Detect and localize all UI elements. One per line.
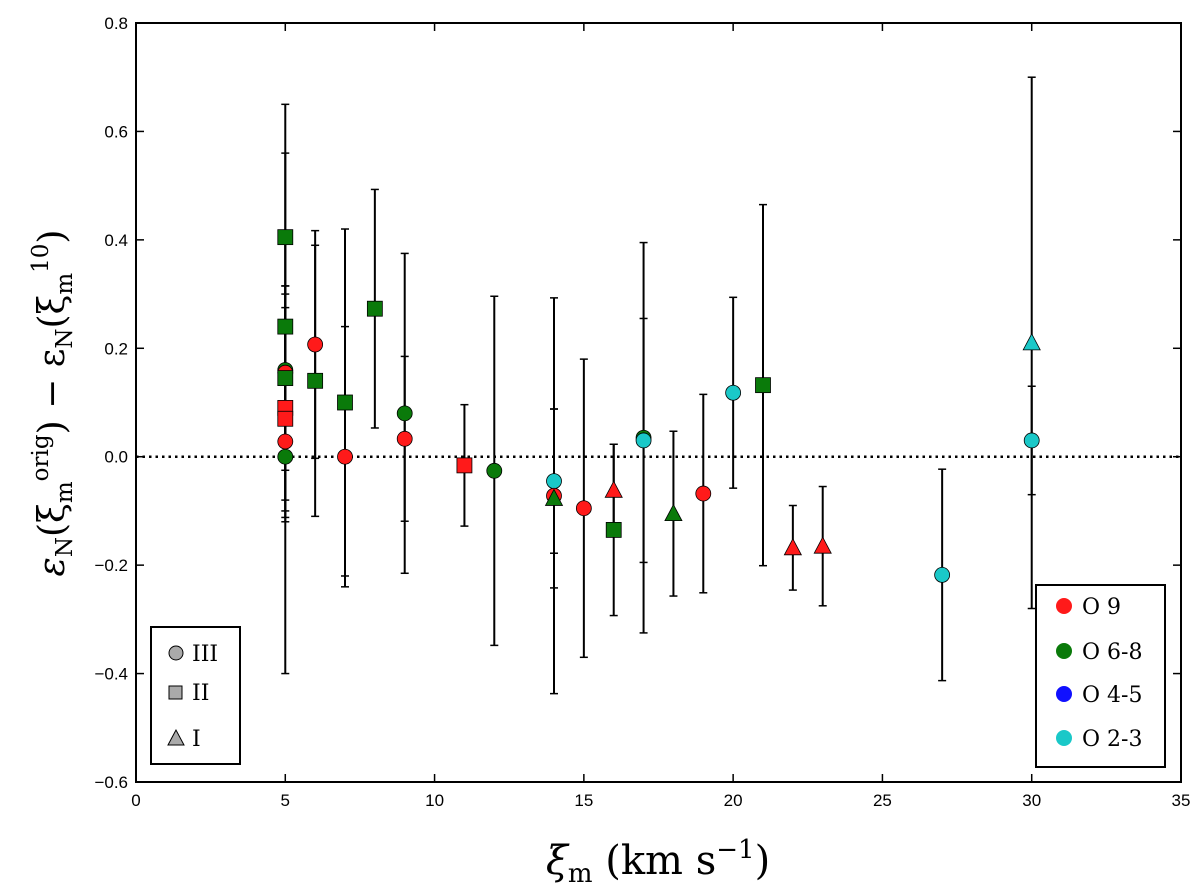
data-point-square <box>277 410 294 427</box>
legend-spectral-label: O 6-8 <box>1082 640 1142 665</box>
y-title-b: (ξ <box>32 503 73 537</box>
data-point-circle <box>396 405 413 422</box>
data-point-circle <box>725 384 742 401</box>
x-axis-title-sup: −1 <box>716 835 754 865</box>
x-tick-label: 25 <box>873 791 892 810</box>
x-axis-title-sub: m <box>568 859 593 889</box>
x-axis-title-rest: (km s <box>593 838 717 884</box>
legend-luminosity-label: II <box>192 681 209 706</box>
axis-ticks: 0 5 10 15 20 25 30 35 −0.6 −0.4 −0.2 0.0 0.2 0.4 0.6 0.… <box>94 14 1190 810</box>
y-tick-label: 0.4 <box>104 231 128 250</box>
data-point-circle <box>486 462 503 479</box>
y-title-b-sup: orig <box>28 434 54 481</box>
data-point-square <box>307 372 324 389</box>
y-tick-label: 0.2 <box>104 339 128 358</box>
plot-frame <box>135 22 1182 783</box>
data-point-circle <box>307 336 324 353</box>
x-tick-label: 20 <box>724 791 743 810</box>
error-bars <box>281 76 1036 695</box>
x-tick-label: 5 <box>281 791 290 810</box>
legend-luminosity-label: I <box>192 727 201 752</box>
x-axis-title-base: ξ <box>546 838 570 884</box>
legend-o45-marker <box>1056 686 1072 702</box>
data-point-square <box>337 394 353 411</box>
legend-o23-marker <box>1056 730 1072 746</box>
data-point-triangle <box>664 503 683 522</box>
data-point-triangle <box>1022 333 1041 351</box>
data-point-square <box>277 370 294 387</box>
data-point-circle <box>277 433 294 450</box>
data-point-circle <box>546 473 562 490</box>
legend-spectral: O 9 O 6-8 O 4-5 O 2-3 <box>1035 584 1166 768</box>
data-point-square <box>277 318 294 335</box>
x-tick-label: 15 <box>574 791 593 810</box>
legend-spectral-label: O 4-5 <box>1082 683 1142 708</box>
legend-spectral-label: O 2-3 <box>1082 727 1142 752</box>
data-point-square <box>277 229 294 246</box>
y-title-b-sub: m <box>52 481 78 503</box>
y-tick-label: −0.2 <box>94 556 128 575</box>
data-point-square <box>605 522 622 538</box>
y-tick-label: 0.8 <box>104 14 128 33</box>
y-title-c: ) − ε <box>32 349 73 435</box>
y-tick-label: −0.4 <box>94 665 128 684</box>
data-point-square <box>366 300 383 317</box>
data-point-triangle <box>813 536 832 554</box>
data-point-circle <box>396 430 413 447</box>
data-point-circle <box>934 567 951 583</box>
data-point-circle <box>277 448 294 465</box>
x-tick-label: 0 <box>131 791 140 810</box>
y-title-d: (ξ <box>32 295 73 329</box>
y-title-a-sub: N <box>52 537 78 557</box>
data-point-circle <box>1023 432 1040 449</box>
x-axis-title-close: ) <box>755 838 771 884</box>
data-markers <box>277 229 1041 583</box>
legend-luminosity-label: III <box>192 642 218 667</box>
legend-triangle-marker <box>167 728 185 746</box>
x-axis-title: ξm (km s−1) <box>546 835 770 889</box>
y-axis-title: εN(ξmorig) − εN(ξm10) <box>28 230 78 577</box>
legend-spectral-label: O 9 <box>1082 595 1121 620</box>
x-tick-label: 35 <box>1172 791 1191 810</box>
legend-square-marker <box>168 685 183 700</box>
x-tick-label: 30 <box>1022 791 1041 810</box>
legend-luminosity-box <box>150 626 241 765</box>
y-tick-label: 0.0 <box>104 448 128 467</box>
data-point-circle <box>575 500 592 517</box>
legend-o68-marker <box>1056 643 1072 659</box>
y-title-a: ε <box>32 557 73 576</box>
data-point-triangle <box>544 488 564 506</box>
data-point-triangle <box>604 480 623 498</box>
y-tick-label: 0.6 <box>104 122 128 141</box>
y-tick-label: −0.6 <box>94 773 128 792</box>
legend-circle-marker <box>168 645 184 661</box>
y-title-d-sub: m <box>52 273 78 295</box>
y-title-e: ) <box>32 230 73 244</box>
legend-luminosity: III II I <box>150 626 241 765</box>
y-title-d-sup: 10 <box>28 244 54 273</box>
x-tick-label: 10 <box>425 791 444 810</box>
data-point-square <box>456 457 473 474</box>
legend-o9-marker <box>1056 598 1072 614</box>
data-point-square <box>755 377 771 394</box>
data-point-circle <box>337 448 353 465</box>
data-point-triangle <box>783 537 803 556</box>
y-title-c-sub: N <box>52 329 78 349</box>
data-point-circle <box>635 432 652 449</box>
data-point-circle <box>695 485 712 502</box>
